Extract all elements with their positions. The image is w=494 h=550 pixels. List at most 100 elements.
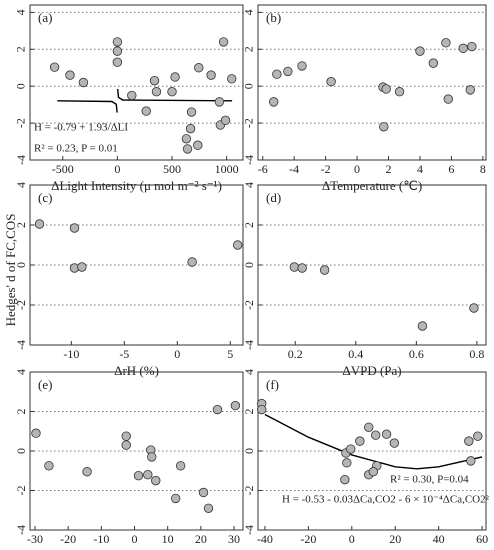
x-tick-label: 5 (227, 347, 233, 361)
annotation: H = -0.79 + 1.93/ΔLI (34, 122, 128, 134)
data-point (185, 123, 196, 134)
data-point (458, 43, 468, 54)
data-point (340, 474, 350, 485)
x-tick-label: 500 (163, 162, 181, 176)
data-point (220, 115, 231, 126)
data-point (469, 303, 479, 313)
y-tick-label: -2 (242, 300, 256, 310)
y-axis-label: Hedges' d of FC,COS (3, 214, 18, 327)
x-tick-label: 0 (354, 162, 360, 176)
data-point (170, 72, 180, 82)
x-tick-label: 0 (349, 532, 355, 546)
data-point (44, 461, 54, 471)
data-point (69, 223, 80, 233)
data-point (147, 452, 157, 462)
y-tick-label: -2 (14, 486, 28, 496)
data-point (214, 97, 225, 107)
annotation: H = -0.53 - 0.03ΔCa,CO2 - 6 × 10⁻⁴ΔCa,CO… (282, 494, 490, 506)
y-tick-label: -2 (242, 486, 256, 496)
data-point (467, 41, 477, 52)
data-point (355, 436, 365, 446)
data-point (289, 262, 300, 272)
x-tick-label: -40 (257, 532, 273, 546)
data-point (78, 77, 89, 88)
y-tick-label: -4 (242, 340, 256, 350)
y-tick-label: -4 (242, 525, 256, 535)
data-point (112, 46, 123, 56)
x-tick-label: 0.6 (409, 347, 424, 361)
data-point (466, 456, 476, 466)
data-point (441, 38, 451, 48)
data-point (143, 470, 153, 480)
y-tick-label: 4 (14, 369, 28, 375)
y-tick-label: 4 (242, 182, 256, 188)
x-tick-label: 0 (114, 162, 120, 176)
data-point (227, 74, 237, 84)
x-tick-label: -5 (119, 347, 129, 361)
data-point (319, 265, 330, 275)
data-point (49, 62, 60, 72)
data-point (269, 97, 279, 107)
x-tick-label: -20 (300, 532, 316, 546)
y-tick-label: 2 (14, 46, 28, 52)
annotation: R² = 0.23, P = 0.01 (34, 143, 118, 155)
plot-frame (29, 184, 244, 346)
data-point (181, 134, 192, 144)
x-tick-label: 0 (174, 347, 180, 361)
data-point (370, 430, 381, 440)
x-tick-label: -10 (63, 347, 79, 361)
y-tick-label: 0 (14, 262, 28, 268)
y-tick-label: -2 (14, 300, 28, 310)
data-point (381, 429, 392, 439)
x-tick-label: 40 (433, 532, 445, 546)
y-tick-label: 2 (242, 222, 256, 228)
x-axis-label: ΔrH (%) (114, 363, 159, 378)
plot-frame (257, 371, 487, 531)
data-point (342, 458, 352, 468)
x-axis-label: ΔCa,CO2 (ppm) (329, 548, 415, 550)
x-tick-label: 4 (417, 162, 423, 176)
x-tick-label: -10 (93, 532, 109, 546)
data-point (193, 140, 203, 150)
data-point (272, 69, 282, 79)
data-point (186, 107, 197, 117)
data-point (194, 63, 204, 73)
x-tick-label: 0.4 (348, 347, 363, 361)
panel-label: (f) (266, 377, 279, 392)
data-point (465, 85, 475, 95)
data-point (233, 240, 243, 250)
y-tick-label: -4 (242, 155, 256, 165)
data-point (121, 431, 131, 441)
data-point (175, 461, 186, 471)
data-point (326, 76, 336, 87)
data-point (218, 37, 229, 47)
x-tick-label: 20 (195, 532, 207, 546)
data-point (417, 321, 428, 331)
plot-frame (29, 371, 244, 531)
x-tick-label: 20 (389, 532, 401, 546)
data-point (297, 263, 307, 273)
data-point (203, 503, 214, 513)
data-point (133, 470, 144, 481)
y-tick-label: 2 (14, 409, 28, 415)
y-tick-label: 0 (242, 448, 256, 454)
data-point (368, 467, 379, 477)
data-point (364, 422, 374, 433)
x-tick-label: 60 (476, 532, 488, 546)
panel-label: (a) (38, 10, 52, 25)
data-point (206, 70, 216, 80)
y-tick-label: 4 (242, 9, 256, 15)
x-tick-label: 0.8 (469, 347, 484, 361)
y-tick-label: -2 (242, 118, 256, 128)
panel-label: (c) (38, 190, 52, 205)
fit-line (264, 413, 483, 470)
data-point (34, 219, 45, 229)
y-tick-label: 4 (14, 9, 28, 15)
x-tick-label: 6 (448, 162, 454, 176)
y-tick-label: 2 (14, 222, 28, 228)
x-axis-label: ΔCa,COS (ppt) (97, 548, 177, 550)
y-tick-label: 4 (14, 182, 28, 188)
data-point (379, 122, 389, 132)
data-point (170, 493, 181, 504)
x-axis-label: ΔVPD (Pa) (342, 363, 401, 378)
